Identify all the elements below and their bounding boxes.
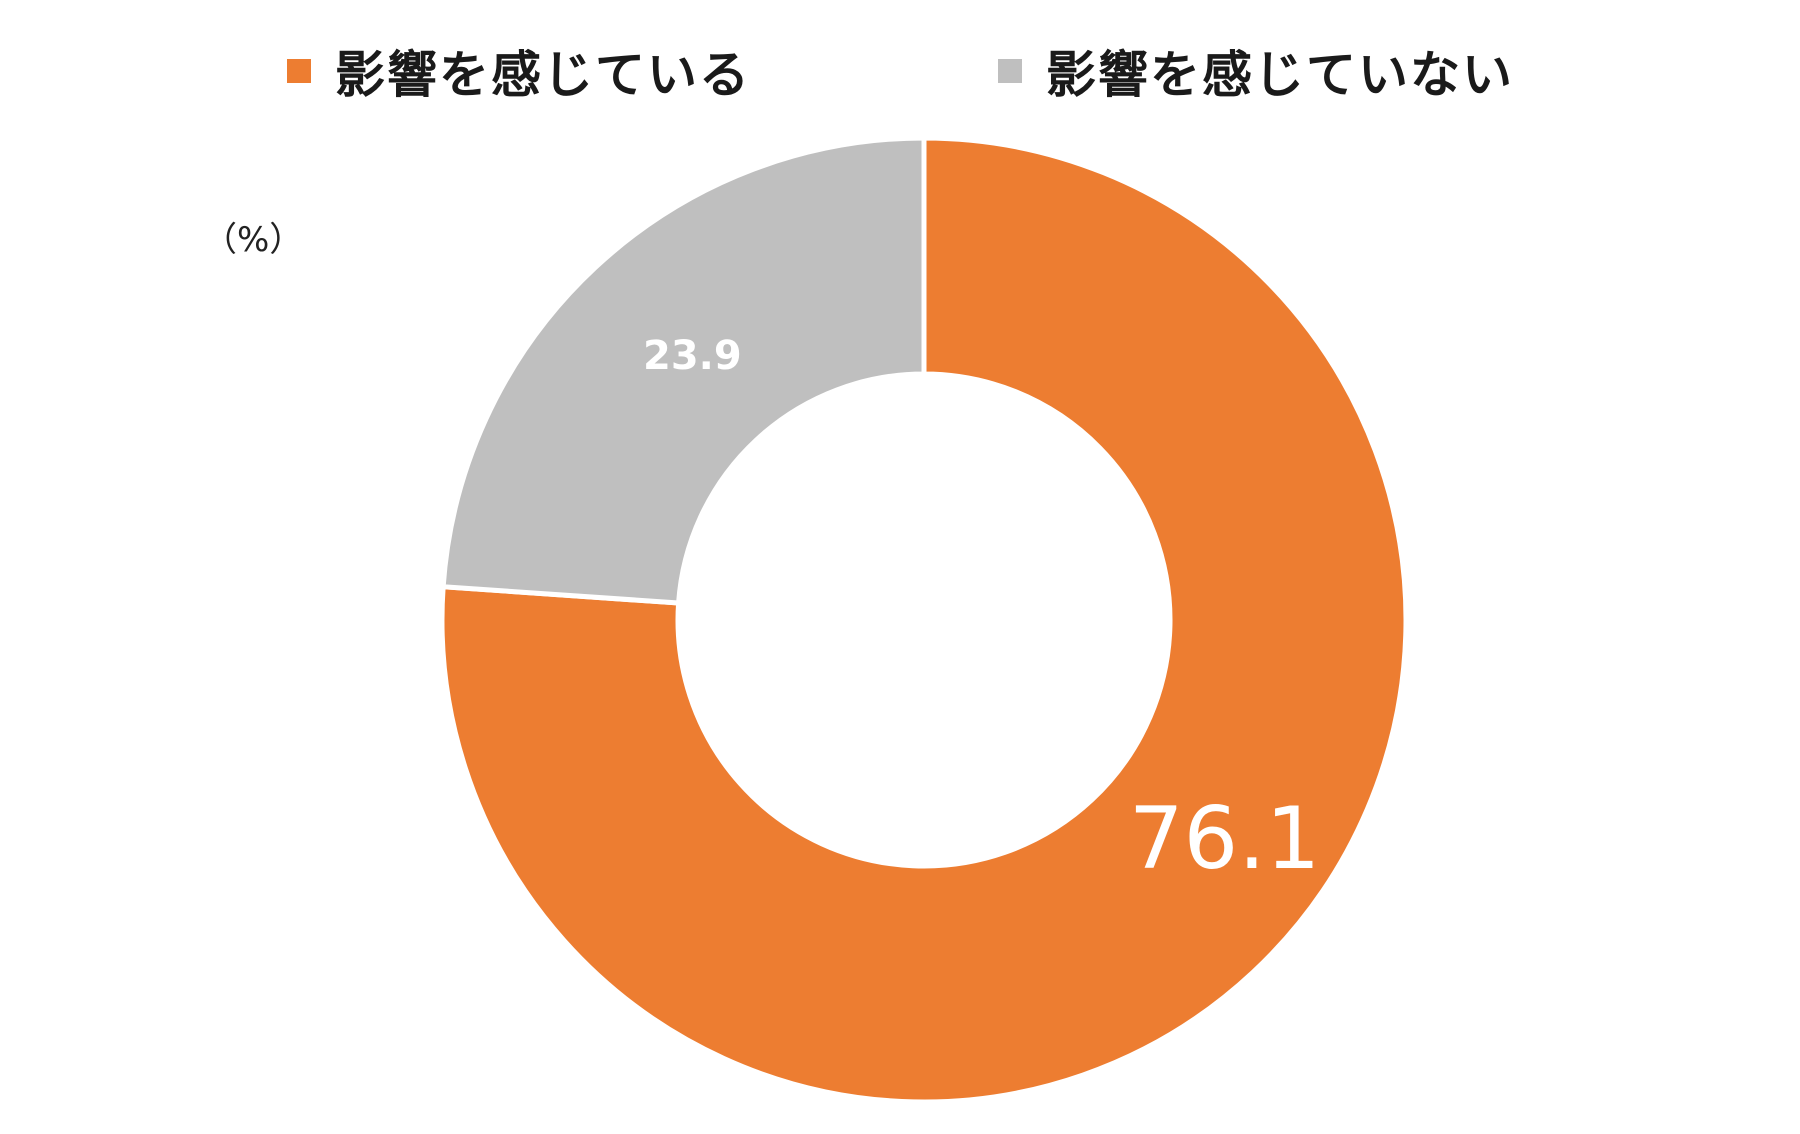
- data-label-affected: 76.1: [1129, 789, 1320, 889]
- legend-label-affected: 影響を感じている: [335, 46, 751, 104]
- pie-slice-affected: [439, 135, 1409, 1105]
- data-label-not-affected: 23.9: [643, 333, 742, 379]
- chart-legend: 影響を感じている 影響を感じていない: [0, 36, 1800, 106]
- legend-swatch-affected: [287, 59, 311, 83]
- pie-slice-not-affected: [440, 135, 927, 606]
- legend-swatch-not-affected: [998, 59, 1022, 83]
- legend-label-not-affected: 影響を感じていない: [1046, 46, 1514, 104]
- unit-label: （%）: [203, 220, 304, 260]
- legend-item-not-affected: 影響を感じていない: [998, 36, 1514, 106]
- legend-item-affected: 影響を感じている: [287, 36, 751, 106]
